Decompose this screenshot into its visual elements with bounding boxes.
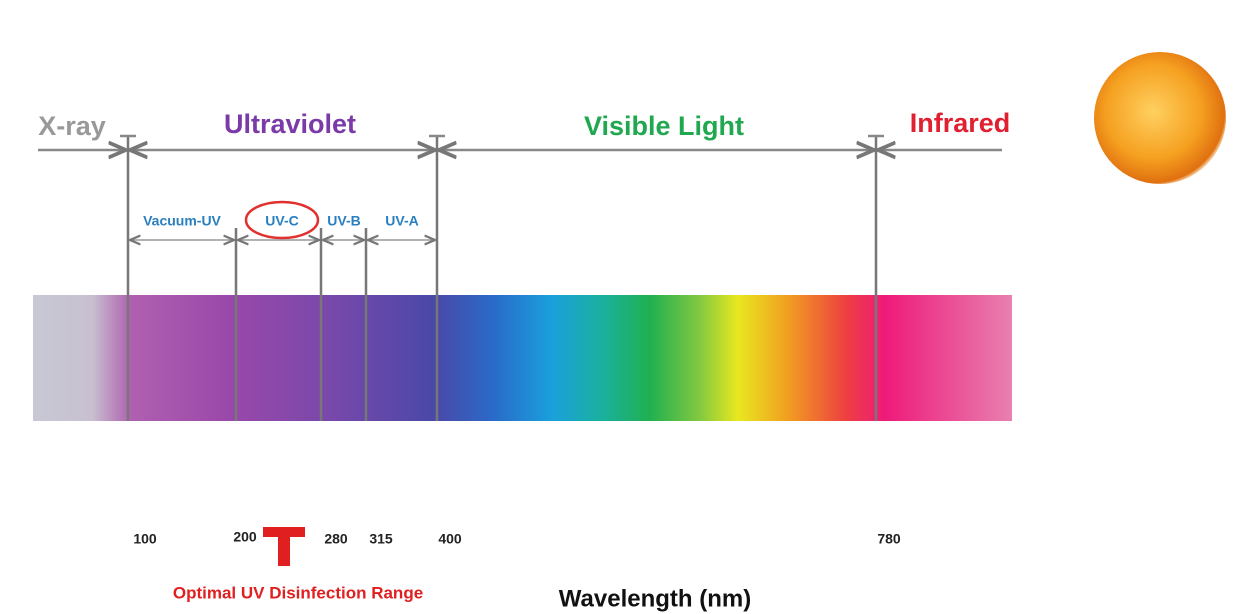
wavelength-label: 280 <box>324 531 348 547</box>
caption: Optimal UV Disinfection Range <box>173 583 423 602</box>
region-label: Ultraviolet <box>224 109 356 139</box>
range-marker <box>263 527 305 566</box>
region-label: X-ray <box>38 111 106 141</box>
wavelength-label: 780 <box>877 531 901 547</box>
wavelength-label: 100 <box>133 531 157 547</box>
wavelength-label: 400 <box>438 531 462 547</box>
wavelength-label: 315 <box>369 531 393 547</box>
axis-label: Wavelength (nm) <box>559 585 751 612</box>
spectrum-bar <box>33 295 1012 421</box>
sun <box>1094 52 1226 184</box>
region-label: Visible Light <box>584 111 744 141</box>
subband-label: UV-C <box>265 213 298 229</box>
wavelength-label: 200 <box>233 529 257 545</box>
region-label: Infrared <box>910 108 1011 138</box>
subband-label: Vacuum-UV <box>143 213 221 229</box>
spectrum-diagram: X-ray Ultraviolet Visible Light Infrared… <box>0 0 1254 614</box>
subband-label: UV-B <box>327 213 360 229</box>
subband-label: UV-A <box>385 213 418 229</box>
